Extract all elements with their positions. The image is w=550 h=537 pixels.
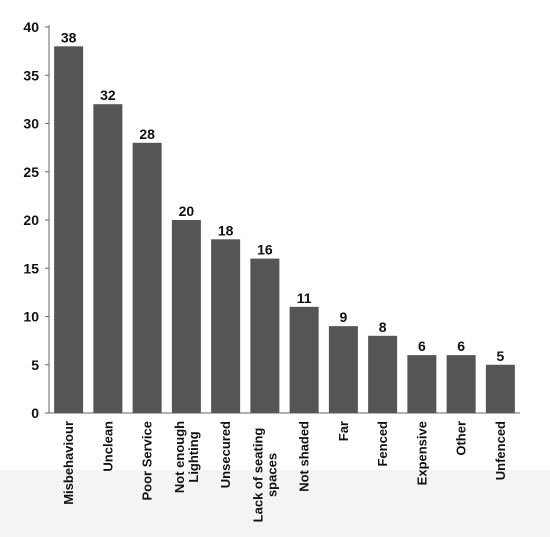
bar-value-label: 32 [100, 87, 116, 103]
bar-value-label: 8 [379, 319, 387, 335]
category-label: Not enoughLighting [172, 421, 201, 493]
y-tick-label: 25 [23, 164, 39, 180]
bar [407, 355, 437, 413]
category-label: Lack of seatingspaces [250, 428, 279, 523]
bar-value-label: 5 [496, 348, 504, 364]
category-label: Poor Service [140, 421, 155, 501]
bar [368, 335, 398, 413]
category-label: Unclean [100, 421, 115, 472]
data-labels: 38 32 28 20 18 16 11 9 8 6 6 5 [61, 29, 505, 363]
bar-value-label: 11 [297, 290, 312, 306]
y-tick-label: 10 [23, 309, 39, 325]
y-tick-label: 20 [23, 212, 39, 228]
bar [485, 364, 515, 413]
y-tick-label: 0 [31, 405, 39, 421]
bar-value-label: 38 [61, 29, 77, 45]
y-tick-label: 5 [31, 357, 39, 373]
bar [211, 239, 241, 413]
category-label: Expensive [414, 421, 429, 485]
y-tick-label: 40 [23, 19, 39, 35]
bar [250, 258, 280, 413]
bar-value-label: 6 [457, 338, 465, 354]
category-label: Fenced [375, 421, 390, 467]
y-tick-label: 35 [23, 67, 39, 83]
bar [132, 142, 162, 414]
bar-value-label: 20 [179, 203, 195, 219]
y-tick-label: 30 [23, 116, 39, 132]
bar [289, 306, 319, 413]
category-label: Not shaded [297, 421, 312, 492]
category-labels: Misbehaviour Unclean Poor Service Not enoug… [61, 421, 508, 522]
category-label: Unfenced [493, 421, 508, 480]
bars [54, 46, 515, 414]
bar-value-label: 9 [339, 309, 347, 325]
bottom-band [0, 470, 550, 537]
bar-value-label: 6 [418, 338, 426, 354]
category-label: Misbehaviour [61, 421, 76, 505]
bar [93, 104, 123, 413]
bar [54, 46, 84, 414]
bar-value-label: 28 [139, 126, 155, 142]
bar [171, 220, 201, 413]
bar [328, 326, 358, 413]
y-ticks: 0 5 10 15 20 25 30 35 40 [23, 19, 49, 421]
category-label: Other [454, 421, 469, 456]
bar-value-label: 18 [218, 222, 234, 238]
bar-value-label: 16 [257, 242, 273, 258]
bar [446, 355, 476, 413]
y-tick-label: 15 [23, 260, 39, 276]
category-label: Far [336, 421, 351, 441]
category-label: Unsecured [218, 421, 233, 488]
